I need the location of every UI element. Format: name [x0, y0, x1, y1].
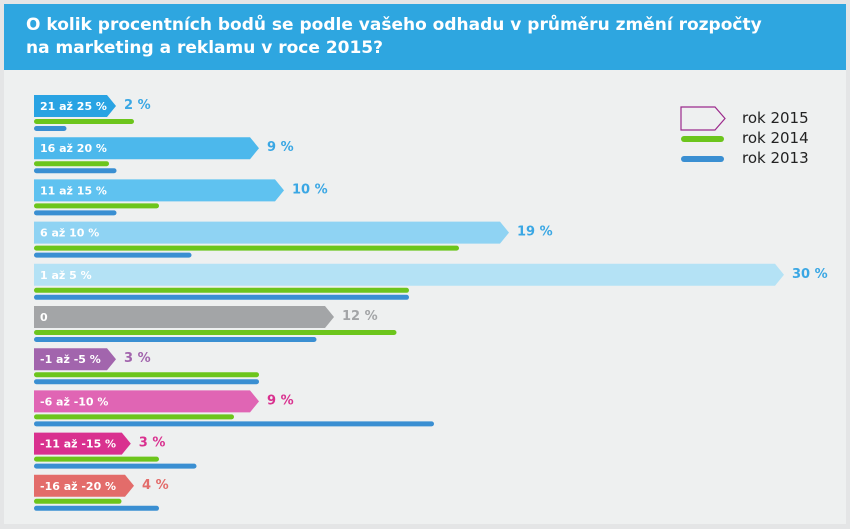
- bar-2015: [34, 263, 784, 286]
- category-label: 16 až 20 %: [40, 142, 107, 155]
- legend-label-2014: rok 2014: [742, 129, 809, 147]
- category-label: -16 až -20 %: [40, 480, 116, 493]
- bar-2014: [34, 203, 159, 209]
- bar-2014: [34, 330, 397, 335]
- category-label: 11 až 15 %: [40, 184, 107, 197]
- bar-2015: [34, 137, 259, 160]
- category-label: 1 až 5 %: [40, 269, 92, 282]
- value-label: 3 %: [124, 351, 151, 366]
- infographic-frame: O kolik procentních bodů se podle vašeho…: [4, 4, 846, 524]
- bar-2013: [34, 421, 434, 427]
- bar-2014: [34, 161, 109, 167]
- bar-2015: [34, 306, 334, 328]
- value-label: 4 %: [142, 478, 169, 493]
- category-label: -6 až -10 %: [40, 395, 108, 408]
- bar-2013: [34, 210, 117, 216]
- bar-2015: [34, 179, 284, 202]
- bar-2013: [34, 379, 259, 385]
- value-label: 9 %: [267, 140, 294, 155]
- header-band: O kolik procentních bodů se podle vašeho…: [4, 4, 846, 70]
- value-label: 2 %: [124, 98, 151, 113]
- value-label: 12 %: [342, 309, 378, 324]
- bar-2014: [34, 498, 122, 504]
- bar-2014: [34, 414, 234, 420]
- bar-chart: 21 až 25 % 2 % 16 až 20 % 9 % 11 až 15 % 10 %…: [34, 95, 828, 511]
- value-label: 3 %: [139, 436, 166, 451]
- value-label: 10 %: [292, 182, 328, 197]
- category-label: 6 až 10 %: [40, 227, 99, 240]
- bar-2014: [34, 245, 459, 251]
- legend-marker-2015: [680, 106, 726, 131]
- bar-2015: [34, 390, 259, 413]
- bar-2013: [34, 126, 67, 131]
- bar-2015: [34, 474, 134, 497]
- bar-2013: [34, 252, 192, 258]
- category-label: -1 až -5 %: [40, 353, 101, 366]
- category-label: 0: [40, 311, 48, 324]
- bar-2013: [34, 168, 117, 174]
- chart-title: O kolik procentních bodů se podle vašeho…: [26, 15, 762, 58]
- legend-label-2013: rok 2013: [742, 149, 809, 167]
- bar-2015: [34, 221, 509, 244]
- bar-2015: [34, 348, 116, 371]
- bar-2013: [34, 294, 409, 300]
- bar-2015: [34, 95, 116, 117]
- value-label: 30 %: [792, 267, 828, 282]
- value-label: 19 %: [517, 225, 553, 240]
- bar-2015: [34, 432, 131, 455]
- bar-2013: [34, 463, 197, 469]
- legend-label-2015: rok 2015: [742, 109, 809, 127]
- bar-2014: [34, 456, 159, 462]
- category-label: 21 až 25 %: [40, 100, 107, 113]
- bar-2013: [34, 505, 159, 511]
- category-label: -11 až -15 %: [40, 438, 116, 451]
- bar-2014: [34, 287, 409, 293]
- bar-2014: [34, 119, 134, 124]
- bar-2014: [34, 372, 259, 378]
- value-label: 9 %: [267, 393, 294, 408]
- legend-marker-2013: [681, 156, 724, 162]
- bar-2013: [34, 337, 317, 342]
- legend-marker-2014: [681, 136, 724, 142]
